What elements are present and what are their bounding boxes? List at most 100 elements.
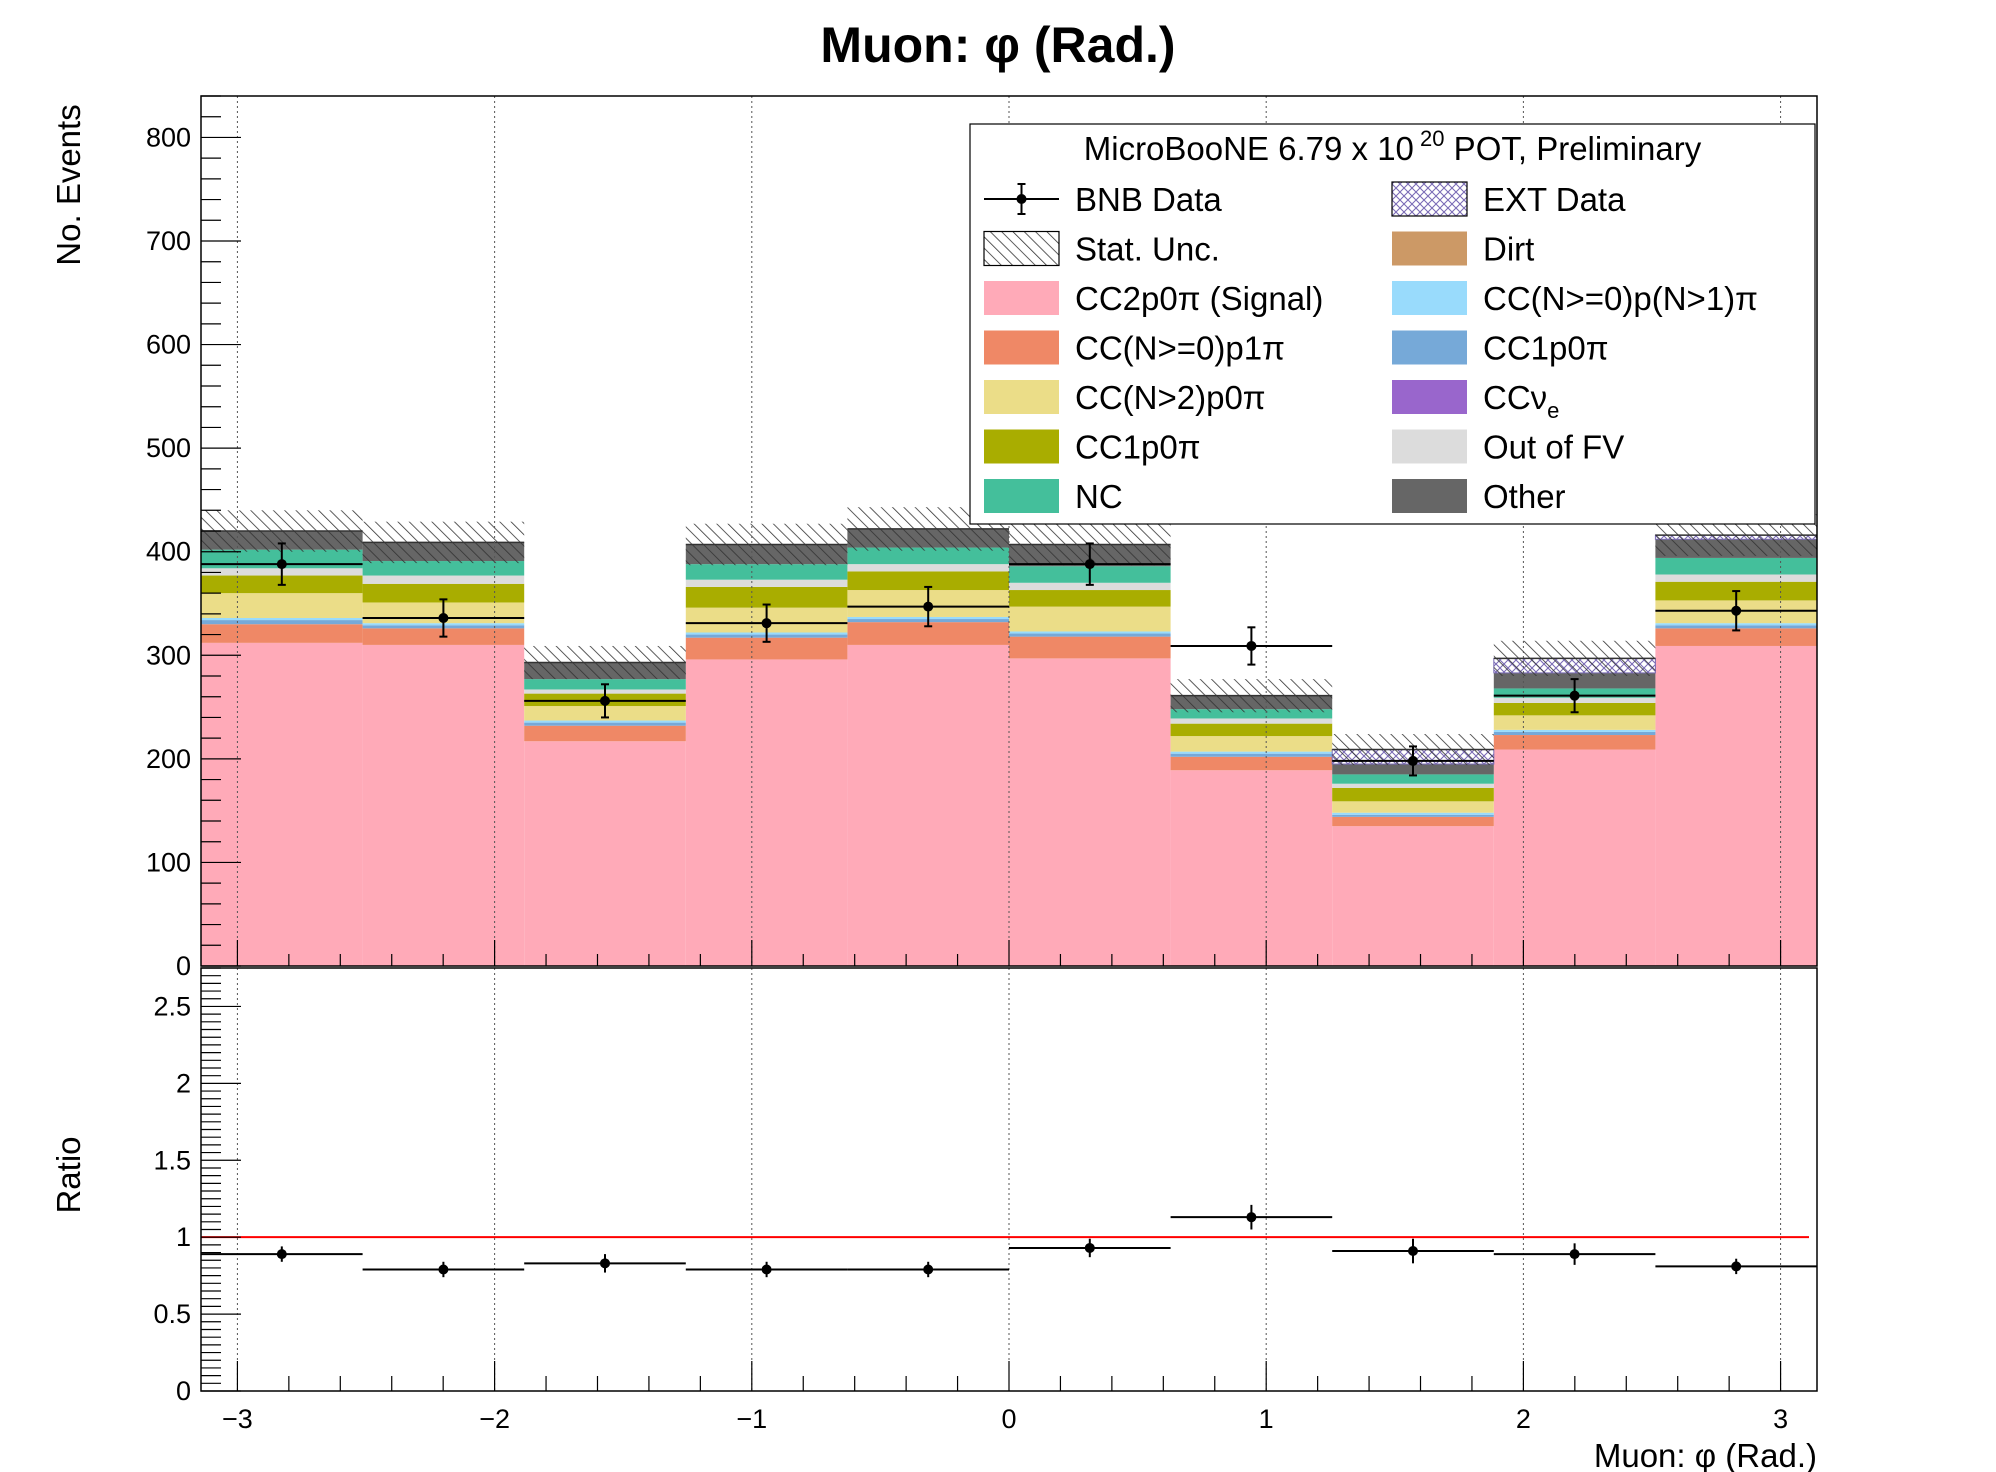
y-tick-label: 500 [146, 433, 191, 463]
legend-label: Other [1483, 478, 1566, 515]
legend-label: Out of FV [1483, 429, 1624, 466]
y-axis-title-ratio: Ratio [50, 1136, 87, 1213]
legend-label: NC [1075, 478, 1123, 515]
stack-bar [1332, 774, 1494, 784]
stack-bar [1493, 731, 1656, 736]
legend-swatch [1392, 281, 1467, 315]
x-tick-label: −3 [222, 1404, 253, 1434]
stack-bar [847, 622, 1009, 645]
stack-bar [685, 659, 848, 966]
legend-label: CC(N>=0)p(N>1)π [1483, 280, 1758, 317]
ratio-point [276, 1249, 287, 1260]
y-tick-label: 1.5 [153, 1145, 191, 1175]
legend-swatch [983, 230, 1060, 267]
y-tick-label: 0.5 [153, 1299, 191, 1329]
stack-bar [201, 642, 363, 966]
stack-bar [1170, 709, 1333, 719]
data-point [438, 613, 449, 623]
ratio-point [1408, 1246, 1419, 1257]
stack-bar [1655, 557, 1817, 575]
stack-bar [1170, 756, 1333, 771]
stack-bar [524, 722, 686, 726]
legend-swatch [1392, 330, 1467, 365]
stack-bar [1009, 658, 1171, 966]
legend-header: MicroBooNE 6.79 x 10 20 POT, Preliminary [1084, 126, 1702, 167]
stack-bar [524, 741, 686, 966]
x-tick-label: 3 [1773, 1404, 1788, 1434]
legend-label: CC1p0π [1075, 429, 1201, 466]
y-tick-label: 300 [146, 640, 191, 670]
ratio-point [438, 1264, 449, 1275]
stack-bar [1332, 812, 1494, 815]
stack-bar [524, 720, 686, 723]
stack-bar [362, 583, 525, 603]
legend: MicroBooNE 6.79 x 10 20 POT, Preliminary… [969, 123, 1816, 525]
stack-bar [847, 547, 1009, 565]
legend-label: CC1p0π [1483, 330, 1609, 367]
stack-bar [685, 637, 848, 660]
ratio-point [1246, 1212, 1257, 1223]
ratio-point [1731, 1261, 1742, 1272]
legend-swatch [1392, 231, 1467, 266]
y-axis-title-events: No. Events [50, 104, 87, 265]
data-point [923, 601, 934, 612]
stack-bar [1170, 718, 1333, 724]
data-point [1246, 640, 1257, 651]
legend-swatch [984, 330, 1059, 365]
stack-bar [1170, 736, 1333, 752]
stack-bar [201, 618, 363, 621]
y-tick-label: 200 [146, 744, 191, 774]
stack-bar [1332, 816, 1494, 827]
stack-bar [1655, 574, 1817, 582]
stack-bar [362, 561, 525, 576]
ratio-point [761, 1264, 772, 1275]
data-point [276, 559, 287, 570]
y-tick-label: 0 [176, 951, 191, 981]
stack-bar [1170, 751, 1333, 754]
stack-bar [685, 579, 848, 587]
ratio-point [1569, 1249, 1580, 1260]
data-point [761, 618, 772, 629]
y-tick-label: 800 [146, 122, 191, 152]
stack-bar [1332, 783, 1494, 788]
stack-bar [1493, 715, 1656, 730]
data-point [1569, 690, 1580, 701]
stack-bar [685, 586, 848, 608]
stack-bar [1009, 590, 1171, 607]
stack-bar [1332, 787, 1494, 802]
legend-swatch [984, 479, 1059, 513]
stack-bar [1332, 826, 1494, 966]
ratio-point [1084, 1242, 1095, 1253]
stack-bar [524, 725, 686, 742]
legend-swatch [1392, 429, 1467, 464]
stack-bar [201, 624, 363, 643]
data-point [1084, 559, 1095, 570]
y-tick-label: 400 [146, 537, 191, 567]
legend-label: EXT Data [1483, 181, 1626, 218]
stack-bar [1170, 753, 1333, 757]
stack-bar [201, 620, 363, 625]
y-tick-label: 600 [146, 330, 191, 360]
legend-swatch [1392, 479, 1467, 513]
stack-bar [685, 564, 848, 580]
x-tick-label: 0 [1001, 1404, 1016, 1434]
ratio-point [599, 1258, 610, 1269]
x-tick-label: −2 [479, 1404, 510, 1434]
stack-bar [847, 564, 1009, 572]
stack-bar [362, 644, 525, 966]
legend-label: BNB Data [1075, 181, 1222, 218]
legend-label: Dirt [1483, 231, 1534, 268]
stack-bar [847, 644, 1009, 966]
stack-bar [1655, 628, 1817, 646]
data-point [599, 695, 610, 706]
stack-bar [1009, 636, 1171, 659]
legend-label: Stat. Unc. [1075, 231, 1220, 268]
stack-bar [201, 593, 363, 618]
stack-bar [1493, 729, 1656, 732]
legend-label: CC(N>2)p0π [1075, 379, 1266, 416]
legend-swatch [984, 281, 1059, 315]
y-tick-label: 2.5 [153, 991, 191, 1021]
legend-label: CCνe [1483, 379, 1559, 423]
